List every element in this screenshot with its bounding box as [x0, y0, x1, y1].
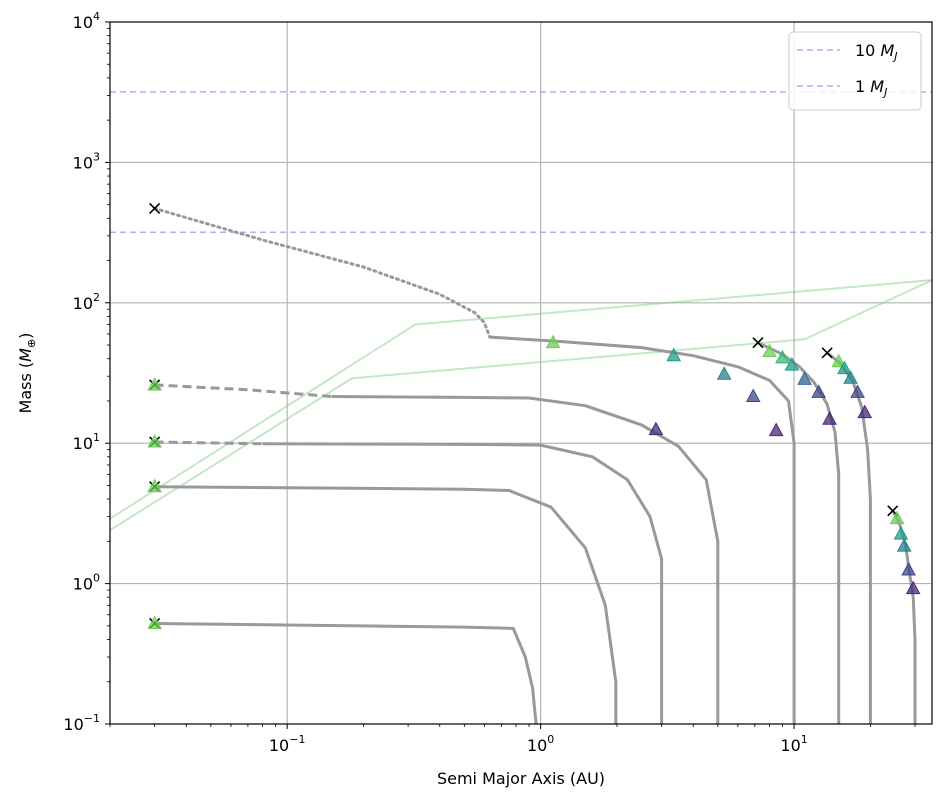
legend-label-1mj: 1 MJ [855, 77, 887, 99]
y-axis-title-subscript: ⊕ [25, 339, 38, 348]
y-tick-label-exp: −1 [84, 712, 100, 725]
legend-label-10mj: 10 MJ [855, 41, 898, 63]
y-tick-label-base: 10 [73, 434, 93, 453]
start-cross-marker [752, 337, 764, 349]
x-tick-label: 101 [780, 733, 807, 755]
legend-label-1mj-num: 1 [855, 77, 870, 96]
x-tick-label-exp: 0 [547, 733, 554, 746]
track-line [154, 622, 538, 725]
track-line [154, 485, 618, 724]
triangle-marker [896, 538, 912, 552]
triangle-marker [775, 349, 790, 364]
y-tick-label-base: 10 [73, 153, 93, 172]
y-tick-label-base: 10 [73, 294, 93, 313]
triangle-marker [905, 580, 921, 595]
triangle-marker [716, 366, 732, 380]
triangle-marker [147, 433, 162, 448]
triangle-marker [545, 334, 561, 349]
x-tick-label: 100 [527, 733, 554, 755]
track-markers [147, 202, 921, 630]
triangle-marker [745, 388, 761, 403]
triangle-marker [901, 561, 916, 576]
y-tick-label-exp: 4 [93, 10, 100, 23]
legend: 10 MJ 1 MJ [788, 31, 922, 111]
track-line [154, 383, 332, 398]
track-line [262, 442, 664, 724]
legend-label-1mj-m: M [870, 77, 884, 96]
triangle-marker [784, 357, 800, 371]
triangle-marker [147, 478, 162, 493]
x-tick-label: 10−1 [269, 733, 306, 755]
y-tick-label-exp: 1 [93, 431, 100, 444]
y-tick-label-base: 10 [73, 575, 93, 594]
track-line [153, 206, 492, 339]
y-tick-label: 100 [73, 572, 100, 594]
y-tick-label-exp: 3 [93, 150, 100, 163]
legend-box [788, 31, 922, 111]
y-tick-label-exp: 2 [93, 291, 100, 304]
triangle-marker [648, 421, 664, 436]
triangle-marker [147, 615, 162, 629]
y-axis-title: Mass (M⊕) [16, 333, 38, 414]
isolation-line [109, 279, 933, 532]
triangle-marker [850, 384, 865, 398]
triangle-marker [857, 404, 873, 419]
legend-label-10mj-num: 10 [855, 41, 880, 60]
legend-label-10mj-m: M [880, 41, 894, 60]
triangle-marker [797, 371, 812, 385]
start-cross-marker [821, 347, 833, 359]
triangle-marker [768, 422, 784, 437]
triangle-marker [893, 526, 909, 540]
x-tick-label-base: 10 [780, 736, 800, 755]
triangle-marker [811, 384, 827, 398]
y-axis-title-symbol: M [16, 348, 35, 362]
planet-tracks [153, 206, 917, 725]
isolation-mass-lines [109, 279, 933, 532]
triangle-marker [822, 411, 837, 425]
triangle-marker [837, 360, 852, 375]
start-cross-marker [149, 202, 161, 215]
x-axis-title: Semi Major Axis (AU) [437, 769, 605, 788]
track-line [154, 440, 263, 446]
y-tick-label: 103 [73, 150, 100, 172]
y-tick-label-exp: 0 [93, 572, 100, 585]
triangle-marker [843, 370, 858, 384]
legend-label-10mj-sub: J [892, 50, 897, 63]
y-tick-label: 10−1 [63, 712, 100, 734]
y-axis-title-close: ) [16, 333, 35, 339]
track-line [489, 335, 796, 724]
plot-frame [109, 21, 933, 725]
triangle-marker [831, 353, 847, 368]
y-tick-label-base: 10 [63, 715, 83, 734]
y-tick-label: 102 [73, 291, 100, 313]
x-tick-label-base: 10 [269, 736, 289, 755]
triangle-marker [666, 347, 682, 362]
x-tick-label-exp: −1 [289, 733, 305, 746]
y-tick-label: 101 [73, 431, 100, 453]
triangle-marker [762, 343, 777, 357]
y-tick-label: 104 [73, 10, 100, 32]
y-tick-label-base: 10 [73, 13, 93, 32]
triangle-marker [147, 376, 162, 391]
triangle-marker [889, 510, 905, 525]
x-tick-label-exp: 1 [801, 733, 808, 746]
track-line [331, 395, 720, 724]
x-tick-label-base: 10 [527, 736, 547, 755]
legend-label-1mj-sub: J [882, 86, 887, 99]
isolation-line [109, 279, 933, 520]
y-axis-title-main: Mass ( [16, 362, 35, 414]
